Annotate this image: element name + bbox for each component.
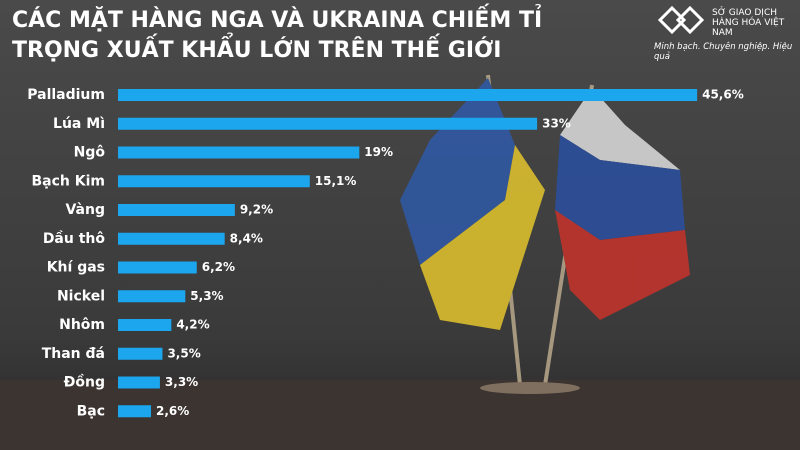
bar [118, 319, 172, 331]
logo-slogan: Minh bạch. Chuyên nghiệp. Hiệu quả [654, 42, 793, 62]
logo-mark [657, 5, 705, 35]
bar [118, 405, 152, 418]
bar [118, 347, 163, 360]
category-label: Ngô [74, 145, 106, 161]
chart-title: CÁC MẶT HÀNG NGA VÀ UKRAINA CHIẾM TỈ TRỌ… [12, 8, 543, 63]
bar [118, 232, 225, 245]
category-label: Khí gas [47, 260, 105, 276]
category-label: Dầu thô [43, 230, 106, 247]
bar [118, 261, 197, 274]
value-label: 6,2% [202, 260, 235, 274]
logo-name: SỞ GIAO DỊCH HÀNG HÓA VIỆT NAM [712, 8, 785, 38]
value-label: 2,6% [156, 404, 189, 418]
category-label: Than đá [42, 346, 105, 362]
category-label: Bạch Kim [32, 173, 106, 189]
value-label: 45,6% [702, 88, 744, 102]
category-label: Bạc [77, 403, 105, 419]
category-label: Nhôm [59, 317, 105, 333]
value-label: 15,1% [315, 174, 357, 188]
value-label: 4,2% [176, 318, 209, 332]
bar [118, 290, 186, 303]
value-label: 8,4% [230, 231, 263, 245]
bar [118, 146, 360, 159]
value-label: 3,5% [167, 346, 200, 360]
category-label: Đồng [64, 374, 105, 391]
category-label: Vàng [65, 202, 105, 218]
value-label: 9,2% [240, 203, 273, 217]
category-label: Lúa Mì [53, 116, 105, 132]
bar [118, 117, 538, 130]
bar [118, 204, 235, 216]
value-label: 33% [542, 116, 571, 130]
value-label: 3,3% [165, 375, 198, 389]
category-label: Nickel [57, 288, 105, 304]
category-label: Palladium [27, 87, 105, 103]
bar [118, 376, 160, 389]
value-label: 5,3% [190, 289, 223, 303]
bar [118, 89, 698, 101]
value-label: 19% [364, 145, 393, 159]
bar [118, 175, 310, 188]
